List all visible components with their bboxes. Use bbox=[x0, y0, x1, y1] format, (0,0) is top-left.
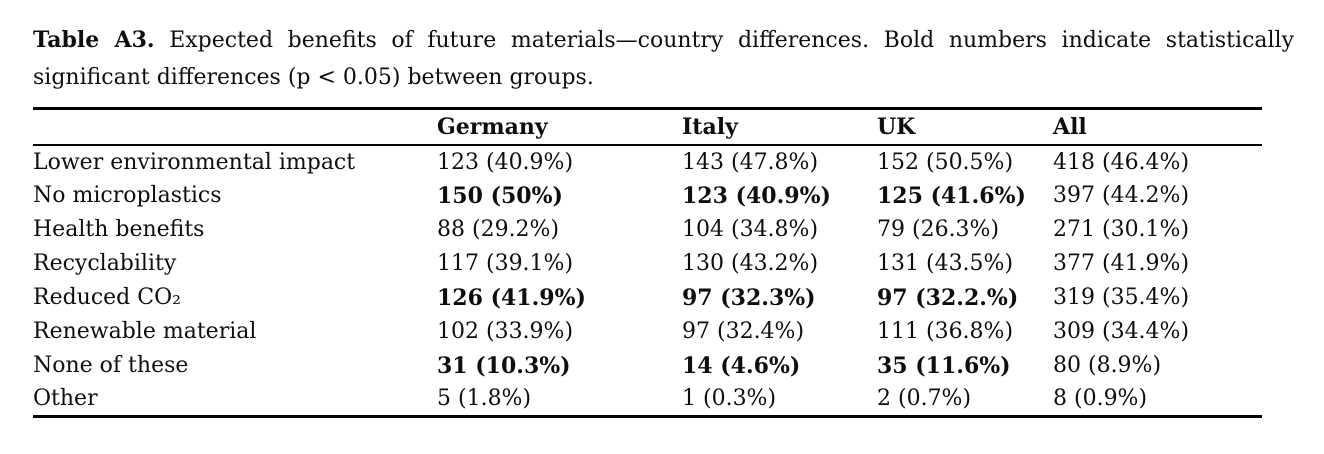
value-cell: 35 (11.6%) bbox=[877, 352, 1011, 379]
table-caption: Table A3. Expected benefits of future ma… bbox=[33, 22, 1294, 96]
column-header-uk: UK bbox=[877, 108, 1053, 146]
value-cell: 1 (0.3%) bbox=[682, 386, 777, 412]
table-row: Other 5 (1.8%) 1 (0.3%) 2 (0.7%) 8 (0.9%… bbox=[33, 383, 1262, 417]
value-cell: 8 (0.9%) bbox=[1053, 386, 1148, 412]
value-cell: 152 (50.5%) bbox=[877, 149, 1014, 175]
row-label: Renewable material bbox=[33, 319, 257, 344]
value-cell: 377 (41.9%) bbox=[1053, 251, 1190, 276]
table-row: No microplastics 150 (50%) 123 (40.9%) 1… bbox=[33, 179, 1262, 213]
value-cell: 418 (46.4%) bbox=[1053, 149, 1190, 175]
value-cell: 80 (8.9%) bbox=[1053, 353, 1162, 378]
value-cell: 123 (40.9%) bbox=[682, 182, 831, 209]
value-cell: 31 (10.3%) bbox=[437, 352, 571, 379]
table-row: Health benefits 88 (29.2%) 104 (34.8%) 7… bbox=[33, 213, 1262, 247]
value-cell: 271 (30.1%) bbox=[1053, 217, 1190, 242]
row-label: Recyclability bbox=[33, 251, 177, 276]
table-row: Reduced CO₂ 126 (41.9%) 97 (32.3%) 97 (3… bbox=[33, 281, 1262, 315]
column-header-italy: Italy bbox=[682, 108, 877, 146]
value-cell: 126 (41.9%) bbox=[437, 284, 586, 311]
value-cell: 150 (50%) bbox=[437, 182, 563, 209]
column-header-germany: Germany bbox=[437, 108, 682, 146]
row-label: Other bbox=[33, 386, 98, 412]
value-cell: 117 (39.1%) bbox=[437, 251, 574, 276]
value-cell: 397 (44.2%) bbox=[1053, 183, 1190, 208]
caption-table-number: Table A3. bbox=[33, 27, 155, 53]
value-cell: 97 (32.3%) bbox=[682, 284, 816, 311]
value-cell: 104 (34.8%) bbox=[682, 217, 819, 242]
country-differences-table: Germany Italy UK All Lower environmental… bbox=[33, 107, 1262, 418]
value-cell: 319 (35.4%) bbox=[1053, 285, 1190, 310]
value-cell: 5 (1.8%) bbox=[437, 386, 532, 412]
column-header-empty bbox=[33, 108, 437, 146]
value-cell: 88 (29.2%) bbox=[437, 217, 560, 242]
value-cell: 102 (33.9%) bbox=[437, 319, 574, 344]
value-cell: 125 (41.6%) bbox=[877, 182, 1026, 209]
row-label: Health benefits bbox=[33, 217, 205, 242]
row-label: None of these bbox=[33, 353, 189, 378]
value-cell: 79 (26.3%) bbox=[877, 217, 1000, 242]
value-cell: 2 (0.7%) bbox=[877, 386, 972, 412]
row-label: Reduced CO₂ bbox=[33, 285, 181, 310]
value-cell: 14 (4.6%) bbox=[682, 352, 801, 379]
header-row: Germany Italy UK All bbox=[33, 108, 1262, 146]
table-row: Lower environmental impact 123 (40.9%) 1… bbox=[33, 145, 1262, 179]
row-label: Lower environmental impact bbox=[33, 149, 356, 175]
caption-text-line2: significant differences (p < 0.05) betwe… bbox=[33, 65, 594, 90]
caption-text-line1: Expected benefits of future materials—co… bbox=[169, 28, 1295, 53]
table-row: Renewable material 102 (33.9%) 97 (32.4%… bbox=[33, 315, 1262, 349]
value-cell: 143 (47.8%) bbox=[682, 149, 819, 175]
table-row: None of these 31 (10.3%) 14 (4.6%) 35 (1… bbox=[33, 349, 1262, 383]
value-cell: 123 (40.9%) bbox=[437, 149, 574, 175]
caption-line-2: significant differences (p < 0.05) betwe… bbox=[33, 59, 1294, 96]
value-cell: 131 (43.5%) bbox=[877, 251, 1014, 276]
value-cell: 97 (32.4%) bbox=[682, 319, 805, 344]
table-row: Recyclability 117 (39.1%) 130 (43.2%) 13… bbox=[33, 247, 1262, 281]
column-header-all: All bbox=[1053, 108, 1262, 146]
value-cell: 130 (43.2%) bbox=[682, 251, 819, 276]
value-cell: 111 (36.8%) bbox=[877, 319, 1014, 344]
value-cell: 309 (34.4%) bbox=[1053, 319, 1190, 344]
caption-line-1: Table A3. Expected benefits of future ma… bbox=[33, 22, 1294, 59]
value-cell: 97 (32.2.%) bbox=[877, 284, 1019, 311]
row-label: No microplastics bbox=[33, 183, 222, 208]
